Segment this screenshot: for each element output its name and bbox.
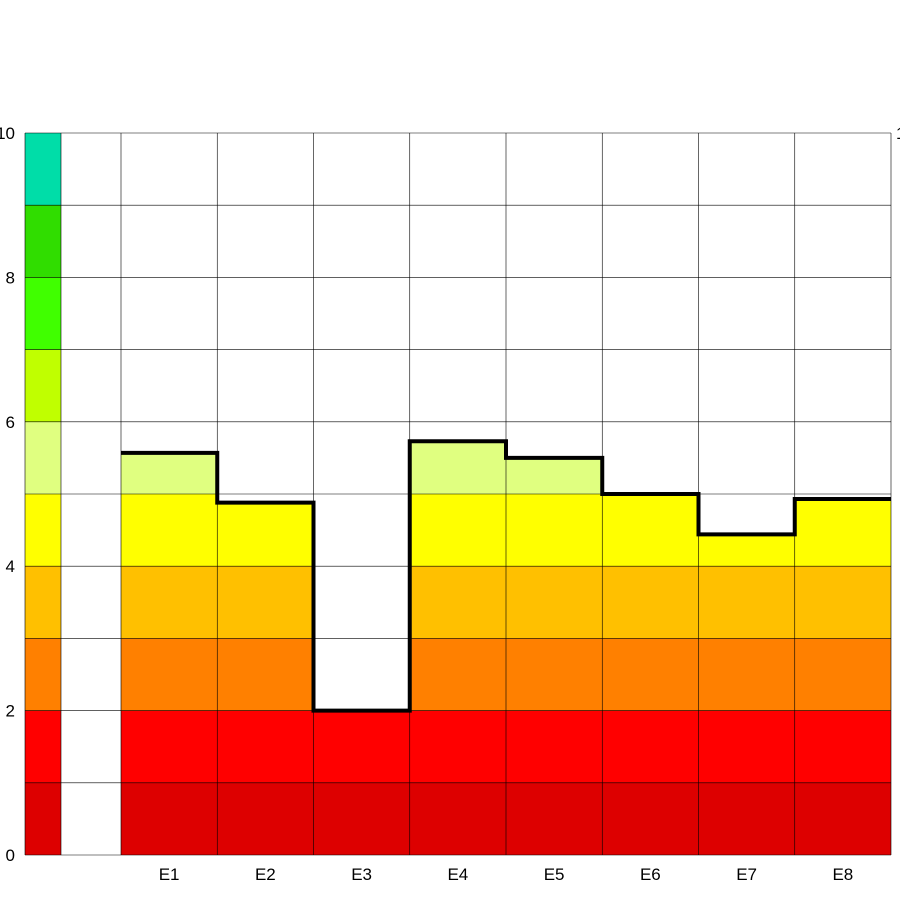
scale-band-5	[25, 421, 61, 494]
scale-band-1	[25, 710, 61, 783]
bar-E7-band-0	[698, 782, 795, 855]
bar-E7-band-4	[698, 534, 795, 567]
bar-E8-band-3	[794, 566, 891, 639]
bar-E2-band-3	[217, 566, 314, 639]
bar-E5-band-4	[506, 494, 603, 567]
bar-E4-band-2	[409, 638, 506, 711]
y-tick-label-10: 10	[0, 124, 15, 143]
bar-E4-band-4	[409, 494, 506, 567]
bar-E4-band-0	[409, 782, 506, 855]
bar-E8-band-0	[794, 782, 891, 855]
scale-band-6	[25, 349, 61, 422]
bar-E6-band-4	[602, 494, 699, 567]
x-tick-label-E8: E8	[832, 865, 853, 884]
x-tick-label-E2: E2	[255, 865, 276, 884]
bar-E2-band-1	[217, 710, 314, 783]
bar-E1-band-3	[121, 566, 218, 639]
y-tick-label-2: 2	[6, 702, 15, 721]
bar-E2-band-2	[217, 638, 314, 711]
x-tick-label-E5: E5	[544, 865, 565, 884]
bar-E6-band-2	[602, 638, 699, 711]
bar-E8-band-4	[794, 499, 891, 567]
x-tick-label-E3: E3	[351, 865, 372, 884]
bar-E1-band-1	[121, 710, 218, 783]
bar-E3-band-1	[313, 710, 410, 783]
scale-band-3	[25, 566, 61, 639]
bar-E7-band-2	[698, 638, 795, 711]
x-tick-label-E6: E6	[640, 865, 661, 884]
bar-E3-band-0	[313, 782, 410, 855]
bar-E5-band-1	[506, 710, 603, 783]
bar-E1-band-5	[121, 452, 218, 494]
scale-band-7	[25, 277, 61, 350]
bar-E6-band-0	[602, 782, 699, 855]
bar-E8-band-1	[794, 710, 891, 783]
bar-E2-band-4	[217, 502, 314, 567]
bar-E7-band-3	[698, 566, 795, 639]
scale-band-4	[25, 494, 61, 567]
category-bars	[121, 441, 891, 855]
x-axis-ticks: E1 E2 E3 E4 E5 E6 E7 E8	[159, 865, 854, 884]
x-tick-label-E7: E7	[736, 865, 757, 884]
bar-E5-band-3	[506, 566, 603, 639]
y-axis-ticks: 0 2 4 6 8 10	[0, 124, 15, 865]
color-scale-column	[25, 133, 61, 855]
x-tick-label-E1: E1	[159, 865, 180, 884]
bar-E1-band-4	[121, 494, 218, 567]
scale-band-0	[25, 782, 61, 855]
y-tick-label-0: 0	[6, 846, 15, 865]
bar-E2-band-0	[217, 782, 314, 855]
y-tick-label-6: 6	[6, 413, 15, 432]
bar-E5-band-0	[506, 782, 603, 855]
y-tick-label-4: 4	[6, 557, 15, 576]
bar-E7-band-1	[698, 710, 795, 783]
right-edge-tick-label: 1	[896, 124, 900, 143]
bar-E6-band-1	[602, 710, 699, 783]
bar-E1-band-0	[121, 782, 218, 855]
bar-E8-band-2	[794, 638, 891, 711]
bar-E4-band-1	[409, 710, 506, 783]
x-tick-label-E4: E4	[447, 865, 468, 884]
step-outline	[121, 439, 891, 713]
bar-E4-band-5	[409, 441, 506, 494]
bar-E1-band-2	[121, 638, 218, 711]
bar-E6-band-3	[602, 566, 699, 639]
y-tick-label-8: 8	[6, 268, 15, 287]
bar-E5-band-5	[506, 457, 603, 494]
step-outline-path	[121, 439, 891, 713]
bar-E4-band-3	[409, 566, 506, 639]
scale-band-8	[25, 205, 61, 278]
scale-band-2	[25, 638, 61, 711]
scale-band-9	[25, 133, 61, 206]
bar-E5-band-2	[506, 638, 603, 711]
